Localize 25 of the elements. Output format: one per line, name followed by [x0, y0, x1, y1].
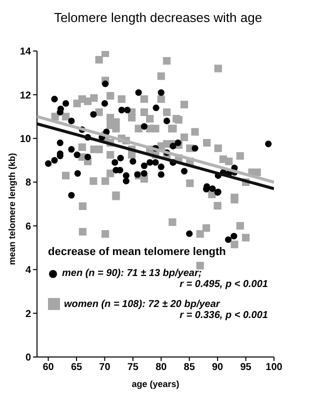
y-tick-label: 2	[25, 308, 32, 320]
x-axis-title: age (years)	[132, 379, 180, 389]
y-tick-label: 12	[20, 90, 32, 102]
y-tick-label: 0	[25, 352, 32, 364]
y-tick-label: 8	[25, 178, 32, 189]
x-tick-label: 75	[127, 362, 139, 374]
y-tick-label: 10	[20, 134, 32, 145]
x-tick-label: 65	[70, 362, 82, 374]
annotation: r = 0.495, p < 0.001	[178, 279, 269, 290]
annotation: r = 0.336, p < 0.001	[178, 310, 269, 321]
y-axis-title: mean telomere length (kb)	[7, 152, 17, 268]
x-tick-label: 80	[156, 362, 168, 374]
y-tick-label: 6	[25, 221, 32, 232]
legend-title: decrease of mean telomere length	[48, 246, 227, 258]
x-tick-label: 60	[42, 362, 54, 374]
x-tick-label: 95	[240, 362, 252, 374]
legend-label: women (n = 108): 72 ± 20 bp/year	[64, 298, 220, 310]
x-tick-label: 100	[266, 362, 283, 374]
legend-label: men (n = 90): 71 ± 13 bp/year;	[62, 268, 202, 279]
x-tick-label: 85	[184, 362, 196, 374]
chart-title: Telomere length decreases with age	[52, 10, 264, 25]
y-tick-label: 14	[20, 46, 32, 58]
x-tick-label: 70	[99, 362, 111, 374]
y-tick-label: 4	[25, 265, 32, 276]
x-tick-label: 90	[212, 362, 224, 374]
